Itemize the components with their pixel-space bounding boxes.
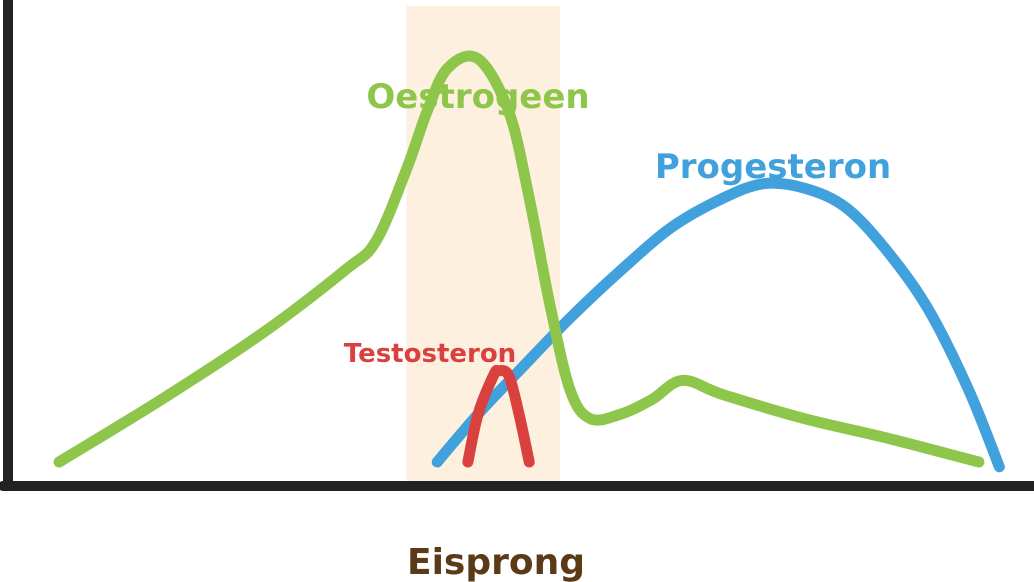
- series-label-oestrogeen: Oestrogeen: [366, 77, 589, 117]
- series-label-progesteron: Progesteron: [655, 147, 891, 187]
- series-layer: [53, 50, 1005, 473]
- label-layer: Oestrogeen Progesteron Testosteron: [344, 77, 891, 369]
- x-axis-label: Eisprong: [407, 542, 585, 582]
- series-line-testosteron: [462, 364, 535, 468]
- series-line-oestrogeen: [53, 50, 985, 468]
- series-line-progesteron: [431, 177, 1005, 473]
- series-label-testosteron: Testosteron: [344, 339, 516, 369]
